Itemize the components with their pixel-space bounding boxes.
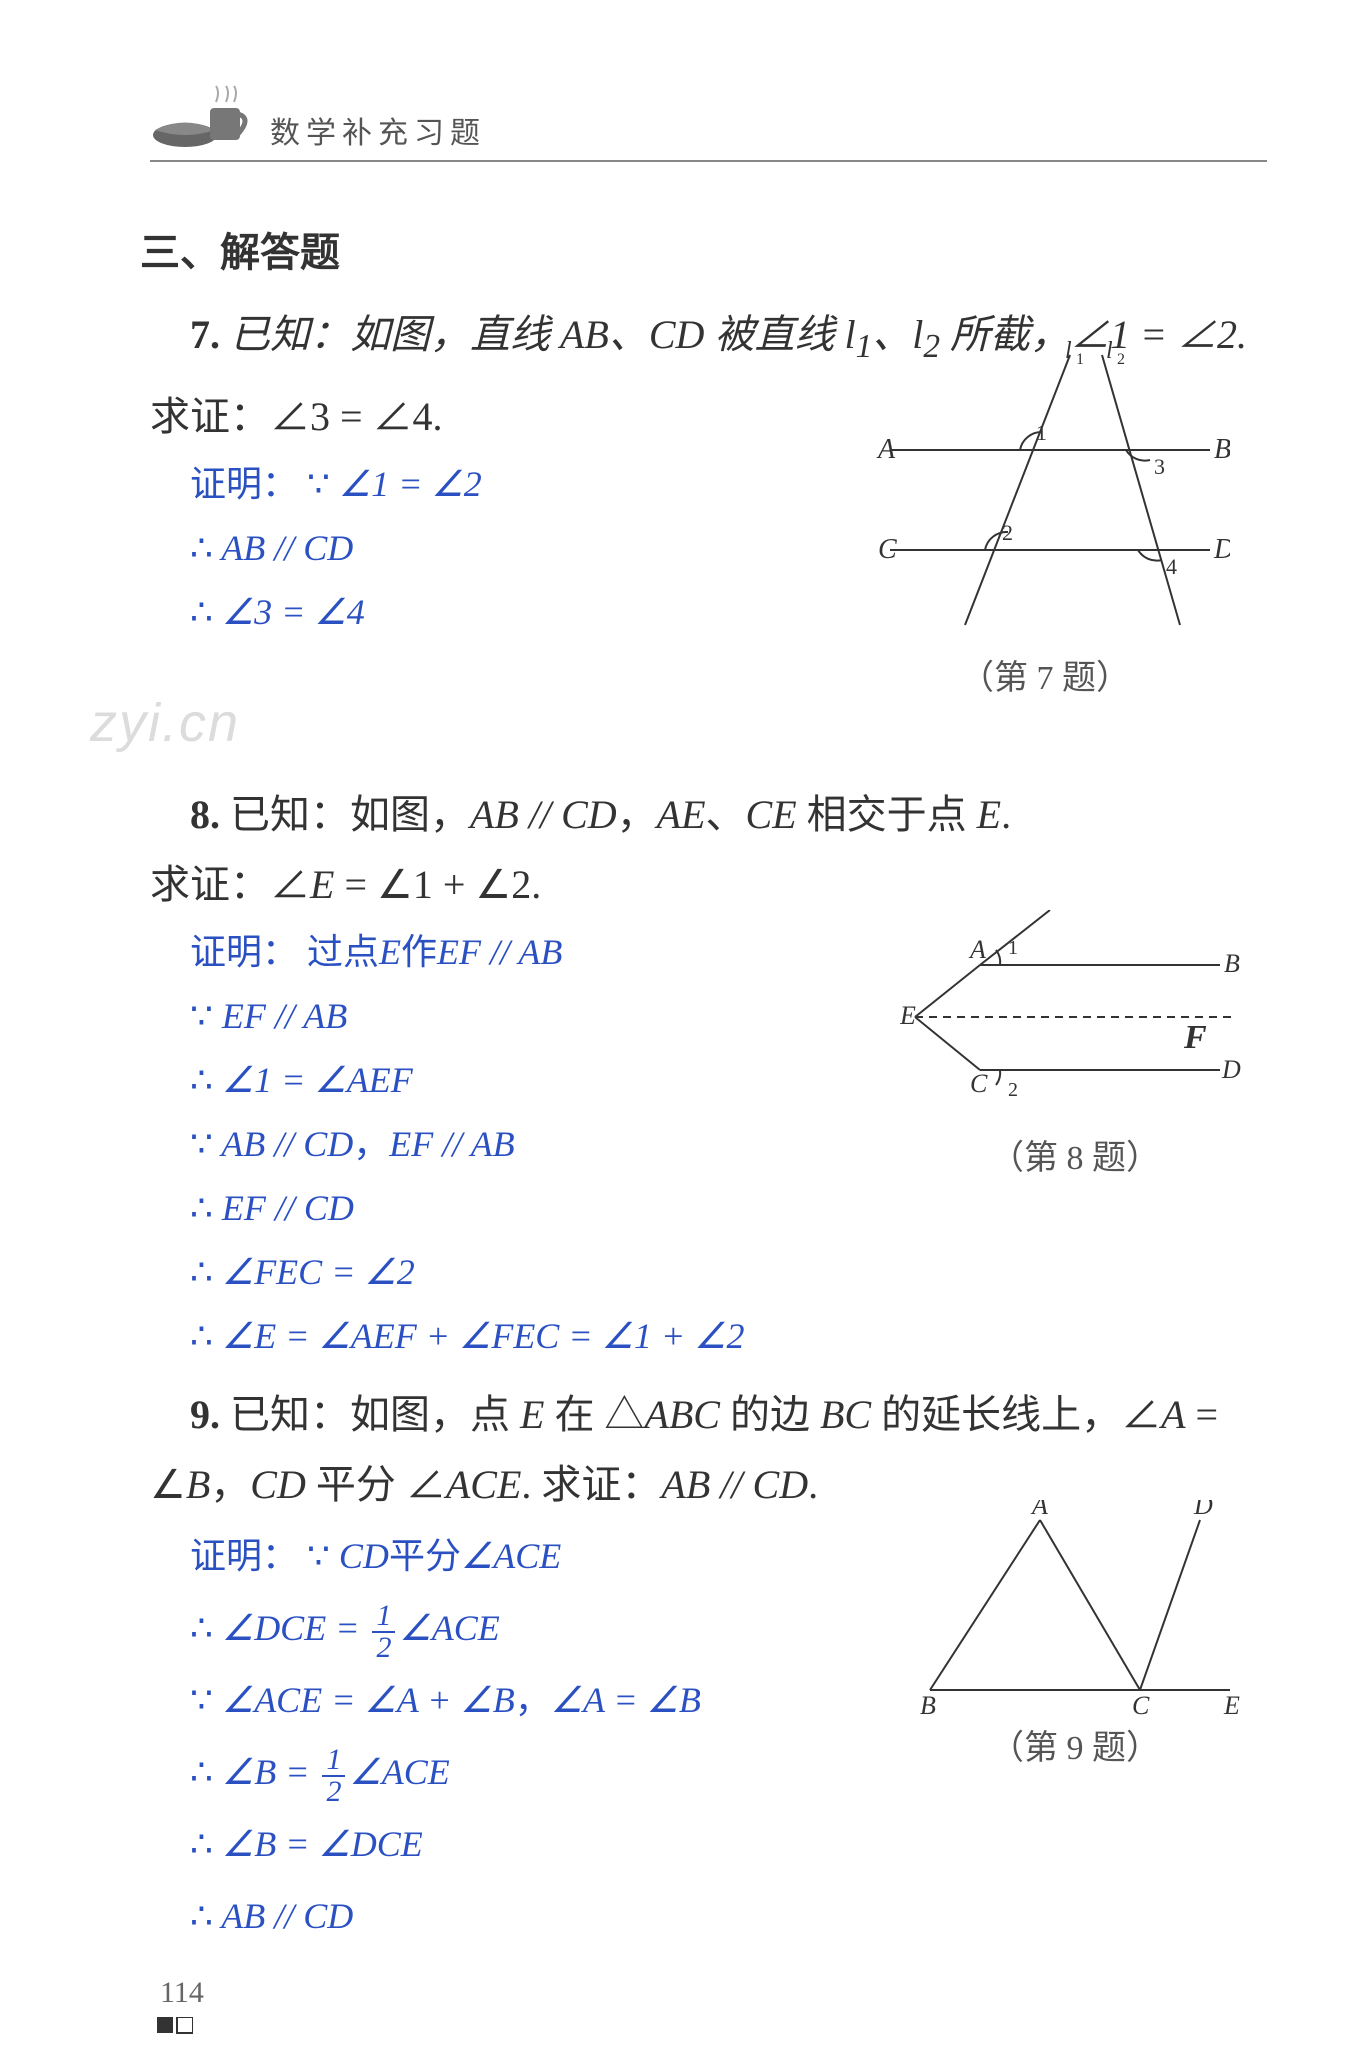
p9-number: 9. bbox=[190, 1392, 220, 1437]
svg-text:A: A bbox=[1030, 1500, 1048, 1520]
p8-stem1: 8. 已知：如图，AB // CD，AE、CE 相交于点 E. bbox=[190, 780, 1267, 850]
figure-9: A D B C E bbox=[910, 1500, 1250, 1725]
p7-number: 7. bbox=[190, 312, 220, 357]
p9-proof-l6: ∴ AB // CD bbox=[190, 1880, 1267, 1952]
page-mark-icon bbox=[157, 2017, 193, 2040]
figure-7: AB CD l1 l2 1 3 2 4 bbox=[870, 340, 1230, 645]
svg-text:l: l bbox=[1065, 340, 1072, 364]
book-mug-icon bbox=[150, 80, 260, 155]
page: 数学补充习题 三、解答题 zyi.cn 7. 已知：如图，直线 AB、CD 被直… bbox=[0, 0, 1347, 2070]
svg-text:B: B bbox=[1224, 949, 1240, 978]
p9-stem1: 9. 已知：如图，点 E 在 △ABC 的边 BC 的延长线上，∠A = bbox=[190, 1380, 1267, 1450]
svg-text:D: D bbox=[1221, 1055, 1241, 1084]
svg-text:l: l bbox=[1106, 340, 1113, 364]
p8-number: 8. bbox=[190, 792, 220, 837]
svg-text:2: 2 bbox=[1008, 1079, 1018, 1101]
svg-text:1: 1 bbox=[1076, 351, 1084, 368]
svg-text:4: 4 bbox=[1166, 554, 1177, 579]
svg-text:1: 1 bbox=[1036, 420, 1047, 445]
p9-proof-l5: ∴ ∠B = ∠DCE bbox=[190, 1808, 1267, 1880]
figure-9-caption: （第 9 题） bbox=[990, 1720, 1160, 1769]
svg-text:C: C bbox=[878, 534, 897, 565]
page-number: 114 bbox=[160, 1976, 204, 2010]
svg-text:3: 3 bbox=[1154, 454, 1165, 479]
figure-7-caption: （第 7 题） bbox=[960, 650, 1130, 699]
p9-stem1-text: 已知：如图，点 E 在 △ABC 的边 BC 的延长线上，∠A = bbox=[230, 1392, 1218, 1437]
svg-text:E: E bbox=[1223, 1691, 1240, 1720]
svg-text:D: D bbox=[1213, 534, 1230, 565]
svg-text:A: A bbox=[968, 935, 986, 964]
p8-stem1-text: 已知：如图，AB // CD，AE、CE 相交于点 E. bbox=[230, 792, 1011, 837]
svg-text:2: 2 bbox=[1002, 520, 1013, 545]
svg-text:C: C bbox=[1132, 1691, 1150, 1720]
section-title: 三、解答题 bbox=[140, 220, 340, 278]
watermark: zyi.cn bbox=[90, 692, 240, 754]
svg-text:A: A bbox=[876, 434, 896, 465]
svg-text:C: C bbox=[970, 1069, 988, 1098]
p8-proof-l6: ∴ ∠FEC = ∠2 bbox=[190, 1240, 1267, 1304]
svg-text:D: D bbox=[1193, 1500, 1213, 1520]
header-title: 数学补充习题 bbox=[270, 108, 486, 152]
figure-8: A B C D E F 1 2 bbox=[900, 910, 1250, 1115]
p8-proof-l5: ∴ EF // CD bbox=[190, 1176, 1267, 1240]
svg-text:F: F bbox=[1183, 1019, 1207, 1056]
svg-text:2: 2 bbox=[1117, 351, 1125, 368]
svg-text:B: B bbox=[1214, 434, 1230, 465]
page-header: 数学补充习题 bbox=[150, 90, 1267, 162]
p8-proof-l7: ∴ ∠E = ∠AEF + ∠FEC = ∠1 + ∠2 bbox=[190, 1304, 1267, 1368]
svg-text:B: B bbox=[920, 1691, 936, 1720]
svg-text:1: 1 bbox=[1008, 937, 1018, 959]
svg-text:E: E bbox=[900, 1001, 916, 1030]
figure-8-caption: （第 8 题） bbox=[990, 1130, 1160, 1179]
